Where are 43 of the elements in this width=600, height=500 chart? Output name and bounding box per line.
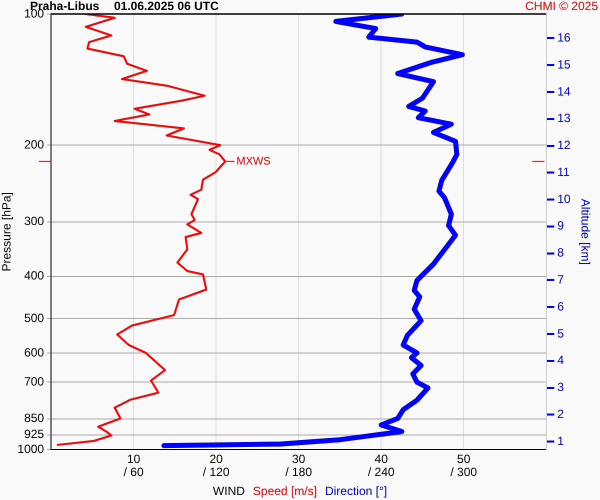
annotation: MXWS <box>236 155 271 168</box>
y-tick-label: 925 <box>24 427 44 442</box>
y2-tick-label: 7 <box>557 272 564 287</box>
x2-tick-label: / 300 <box>450 464 478 479</box>
y-tick-label: 200 <box>24 137 44 152</box>
x2-tick-label: / 240 <box>368 464 395 479</box>
y2-tick-label: 2 <box>557 406 564 421</box>
x-tick-label: 50 <box>457 452 471 466</box>
y-tick-label: 300 <box>24 214 44 228</box>
y2-tick-label: 14 <box>557 84 571 98</box>
y-tick-label: 600 <box>24 345 44 360</box>
y2-tick-label: 10 <box>557 192 571 206</box>
y2-tick-label: 6 <box>557 299 564 314</box>
y2-tick-label: 13 <box>557 111 571 126</box>
y2-tick-label: 8 <box>557 246 564 260</box>
y2-tick-label: 15 <box>557 57 571 72</box>
y2-tick-label: 12 <box>557 138 571 152</box>
y-tick-label: 500 <box>24 310 44 325</box>
x2-tick-label: / 120 <box>202 464 230 479</box>
y2-tick-label: 16 <box>557 30 571 45</box>
y2-tick-label: 4 <box>557 353 564 368</box>
text: Direction [°] <box>324 484 388 498</box>
chart-subtitle: 01.06.2025 06 UTC <box>114 0 219 13</box>
x2-tick-label: / 60 <box>124 464 144 479</box>
x-tick-label: 30 <box>292 452 306 466</box>
y-tick-label: 850 <box>24 411 44 426</box>
x-tick-label: 40 <box>374 452 388 466</box>
y2-tick-label: 1 <box>557 434 564 448</box>
y2-tick-label: 9 <box>557 218 564 233</box>
y2-tick-label: 5 <box>557 326 564 340</box>
y2-axis-title: Altitude [km] <box>578 198 592 265</box>
text: CHMI © 2025 <box>525 0 598 13</box>
x2-tick-label: / 180 <box>285 464 312 479</box>
y-tick-label: 400 <box>24 268 44 283</box>
y2-tick-label: 3 <box>557 380 564 394</box>
x-axis-title: WIND <box>212 484 245 498</box>
y-tick-label: 1000 <box>17 442 44 456</box>
text: Speed [m/s] <box>252 484 317 498</box>
x-tick-label: 10 <box>126 452 141 466</box>
y2-tick-label: 11 <box>557 164 570 179</box>
x-tick-label: 20 <box>209 452 224 466</box>
y-tick-label: 700 <box>24 374 44 388</box>
y-axis-title: Pressure [hPa] <box>0 192 14 272</box>
